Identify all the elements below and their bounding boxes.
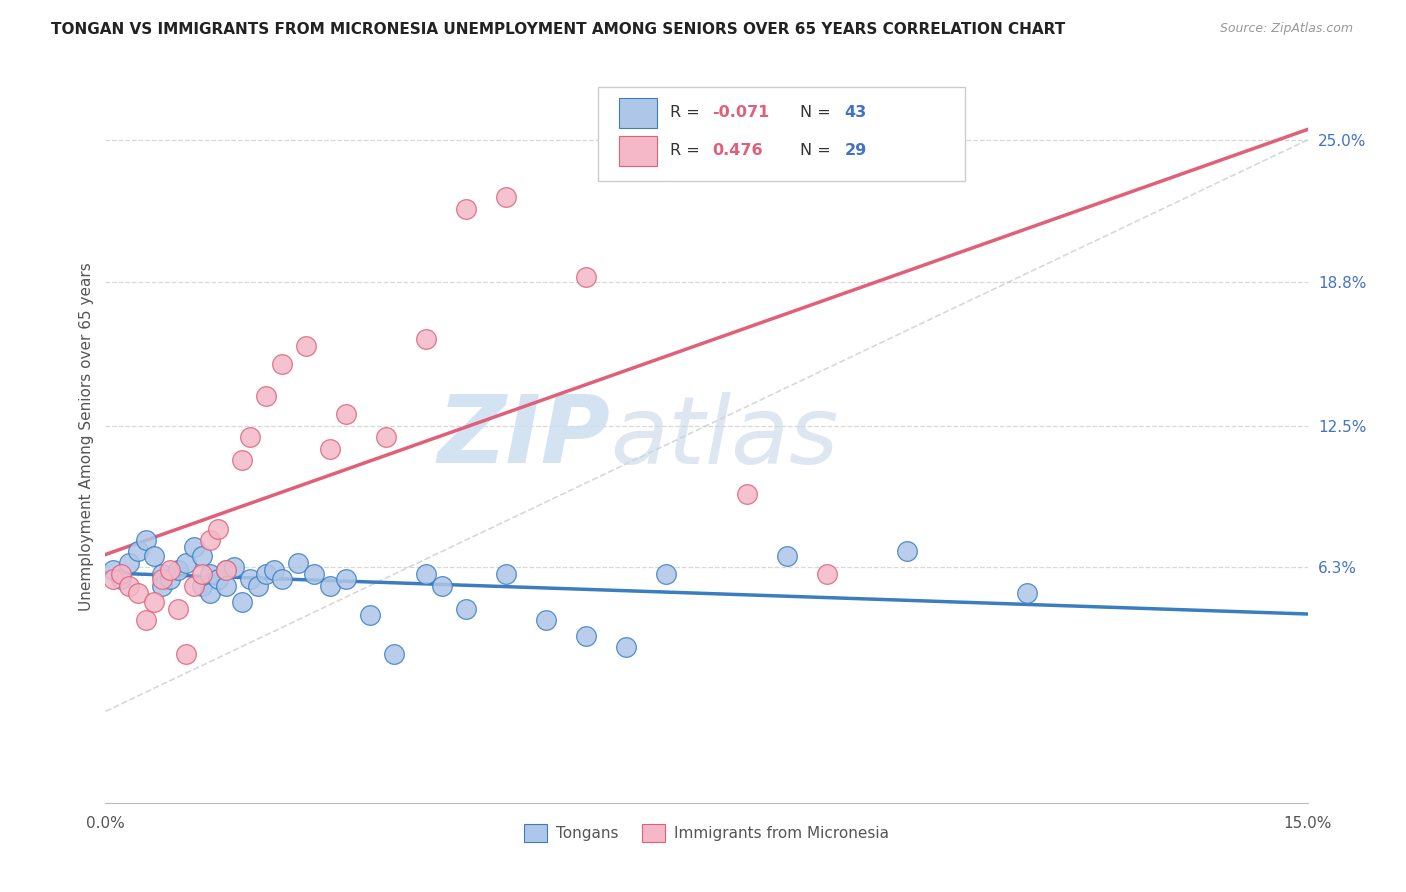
Point — [198, 533, 221, 547]
Point — [335, 407, 357, 421]
Point — [166, 601, 188, 615]
Text: 43: 43 — [845, 105, 868, 120]
Point — [295, 338, 318, 352]
Text: R =: R = — [671, 143, 700, 158]
Text: atlas: atlas — [610, 392, 838, 483]
Point — [382, 647, 405, 661]
Point — [415, 567, 437, 582]
Point — [616, 640, 638, 655]
Point — [174, 556, 197, 570]
Point — [103, 572, 125, 586]
Y-axis label: Unemployment Among Seniors over 65 years: Unemployment Among Seniors over 65 years — [79, 263, 94, 611]
Text: 29: 29 — [845, 143, 868, 158]
Point — [815, 567, 838, 582]
Point — [359, 608, 381, 623]
Point — [214, 563, 236, 577]
Point — [207, 521, 229, 535]
FancyBboxPatch shape — [599, 87, 965, 181]
Point — [254, 567, 277, 582]
Point — [456, 601, 478, 615]
Point — [150, 567, 173, 582]
Text: 0.476: 0.476 — [713, 143, 763, 158]
Point — [142, 549, 165, 563]
Point — [319, 579, 342, 593]
Point — [495, 567, 517, 582]
Point — [735, 487, 758, 501]
Point — [214, 563, 236, 577]
Point — [214, 579, 236, 593]
Point — [110, 572, 132, 586]
Point — [174, 647, 197, 661]
Point — [319, 442, 342, 456]
Point — [415, 332, 437, 346]
Point — [198, 585, 221, 599]
Point — [254, 389, 277, 403]
Point — [302, 567, 325, 582]
Point — [270, 357, 292, 371]
Point — [127, 585, 149, 599]
Text: N =: N = — [800, 143, 831, 158]
Text: Source: ZipAtlas.com: Source: ZipAtlas.com — [1219, 22, 1353, 36]
Point — [150, 572, 173, 586]
Text: ZIP: ZIP — [437, 391, 610, 483]
Text: -0.071: -0.071 — [713, 105, 769, 120]
Point — [127, 544, 149, 558]
Text: R =: R = — [671, 105, 700, 120]
Point — [110, 567, 132, 582]
Point — [150, 579, 173, 593]
Point — [190, 579, 212, 593]
Point — [776, 549, 799, 563]
Bar — [619, 136, 657, 167]
Point — [118, 556, 141, 570]
Point — [456, 202, 478, 216]
Point — [375, 430, 398, 444]
Point — [142, 594, 165, 608]
Point — [495, 190, 517, 204]
Point — [246, 579, 269, 593]
Point — [103, 563, 125, 577]
Point — [135, 613, 157, 627]
Point — [198, 567, 221, 582]
Point — [239, 430, 262, 444]
Point — [159, 563, 181, 577]
Point — [896, 544, 918, 558]
Point — [1017, 585, 1039, 599]
Point — [270, 572, 292, 586]
Point — [287, 556, 309, 570]
Point — [190, 567, 212, 582]
Point — [118, 579, 141, 593]
Point — [575, 629, 598, 643]
Bar — [619, 98, 657, 128]
Text: N =: N = — [800, 105, 831, 120]
Text: TONGAN VS IMMIGRANTS FROM MICRONESIA UNEMPLOYMENT AMONG SENIORS OVER 65 YEARS CO: TONGAN VS IMMIGRANTS FROM MICRONESIA UNE… — [51, 22, 1064, 37]
Point — [430, 579, 453, 593]
Point — [575, 270, 598, 285]
Point — [183, 579, 205, 593]
Point — [231, 594, 253, 608]
Point — [335, 572, 357, 586]
Point — [135, 533, 157, 547]
Point — [222, 560, 245, 574]
Point — [166, 563, 188, 577]
Point — [207, 572, 229, 586]
Point — [159, 572, 181, 586]
Point — [655, 567, 678, 582]
Point — [263, 563, 285, 577]
Point — [183, 540, 205, 554]
Legend: Tongans, Immigrants from Micronesia: Tongans, Immigrants from Micronesia — [519, 818, 894, 847]
Point — [239, 572, 262, 586]
Point — [190, 549, 212, 563]
Point — [536, 613, 558, 627]
Point — [231, 453, 253, 467]
